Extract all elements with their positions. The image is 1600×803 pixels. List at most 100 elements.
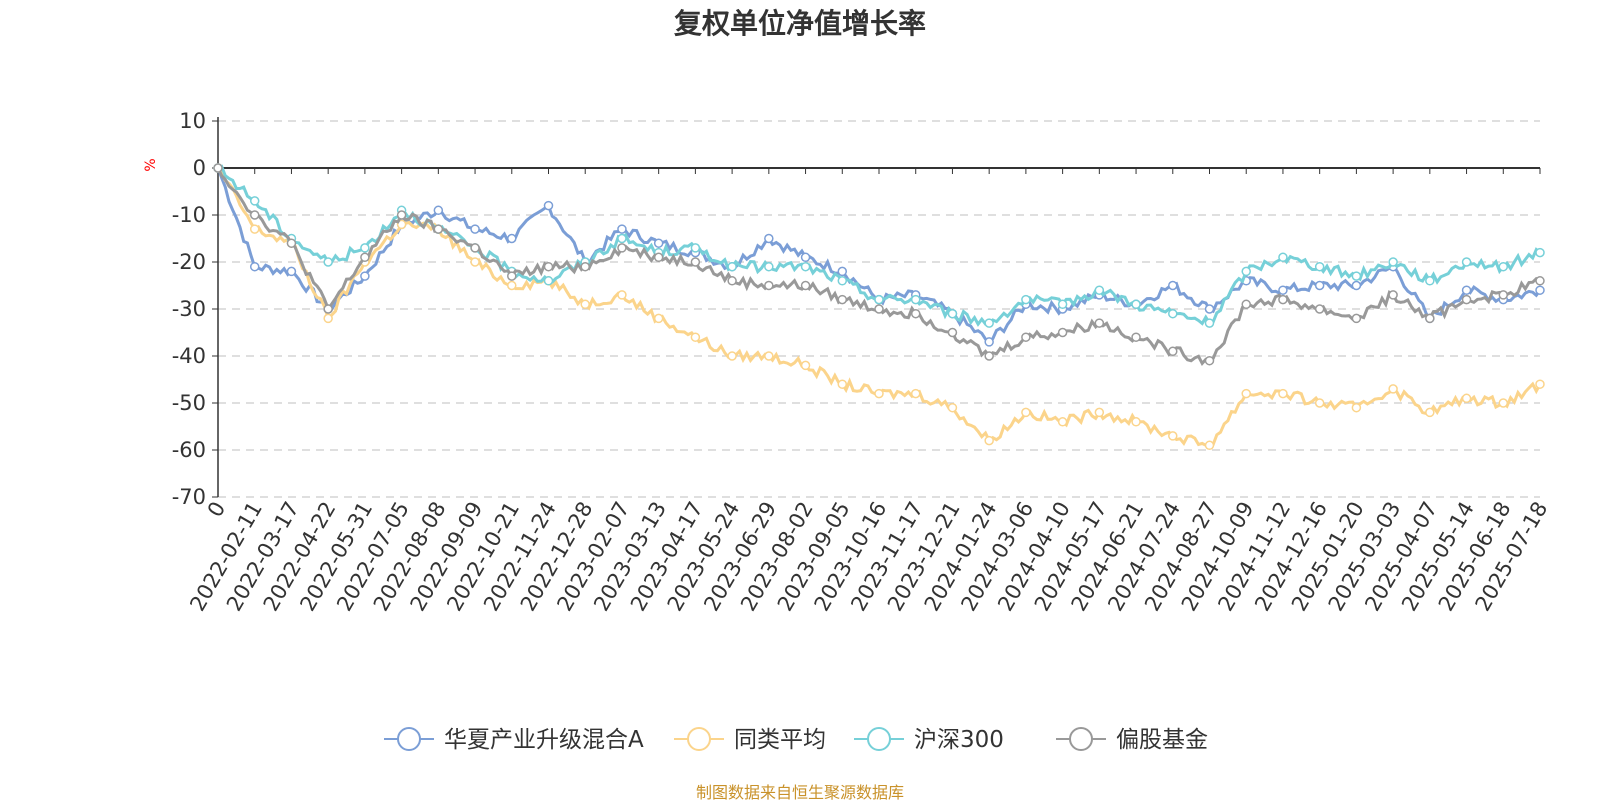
data-point	[1021, 332, 1031, 342]
chart-title: 复权单位净值增长率	[673, 7, 926, 40]
legend-item[interactable]: 沪深300	[854, 727, 1004, 753]
data-point	[543, 200, 554, 211]
data-point	[1131, 417, 1141, 427]
x-axis: 02022-02-112022-03-172022-04-222022-05-3…	[185, 167, 1552, 615]
data-point	[984, 318, 994, 328]
data-point	[213, 163, 223, 173]
data-point	[1057, 327, 1068, 338]
legend-label: 沪深300	[914, 727, 1004, 753]
legend[interactable]: 华夏产业升级混合A 同类平均 沪深300 偏股基金	[384, 727, 1208, 753]
data-point	[947, 402, 958, 413]
data-point	[764, 280, 774, 291]
legend-label: 同类平均	[734, 727, 826, 753]
data-point	[1461, 285, 1472, 295]
legend-marker-icon	[1069, 727, 1093, 751]
data-point	[1204, 355, 1215, 366]
data-point	[1057, 417, 1068, 427]
data-point	[800, 280, 811, 291]
data-point	[323, 313, 333, 324]
y-tick-label: -20	[172, 250, 206, 274]
data-point	[507, 233, 517, 244]
data-point	[727, 276, 737, 286]
data-point	[800, 360, 811, 371]
data-point	[1535, 247, 1545, 258]
data-point	[433, 205, 444, 216]
data-point	[800, 261, 811, 272]
y-tick-label: 10	[179, 109, 206, 133]
data-point	[874, 388, 884, 399]
data-point	[1278, 252, 1288, 263]
data-point	[1204, 318, 1215, 328]
data-point	[910, 294, 921, 305]
data-point	[1388, 290, 1398, 300]
data-point	[543, 276, 554, 286]
data-point	[984, 337, 994, 347]
data-point	[323, 257, 333, 267]
data-point	[1021, 294, 1031, 305]
data-point	[1241, 299, 1251, 310]
data-point	[1425, 276, 1435, 286]
data-point	[1168, 431, 1178, 441]
legend-item[interactable]: 同类平均	[674, 727, 826, 753]
data-point	[1278, 388, 1288, 399]
data-point	[1535, 285, 1545, 295]
data-point	[1278, 285, 1288, 295]
data-point	[690, 243, 701, 253]
data-point	[727, 261, 737, 272]
data-point	[1131, 299, 1141, 310]
y-axis-unit: %	[143, 158, 159, 171]
data-point	[1388, 384, 1398, 394]
data-point	[874, 294, 884, 305]
data-point	[507, 280, 517, 291]
data-point	[1168, 308, 1178, 319]
data-point	[617, 290, 627, 300]
data-point	[1314, 304, 1325, 314]
data-point	[543, 261, 554, 272]
data-point	[1057, 299, 1068, 310]
data-point	[764, 233, 774, 244]
data-point	[1461, 294, 1472, 305]
data-point	[1204, 304, 1215, 314]
data-point	[1314, 280, 1325, 291]
data-point	[984, 435, 994, 446]
data-point	[323, 304, 333, 314]
data-point	[1204, 440, 1215, 451]
data-point	[910, 388, 921, 399]
data-point	[580, 299, 590, 310]
data-point	[984, 351, 994, 361]
data-point	[910, 308, 921, 319]
series-line	[216, 167, 1541, 367]
data-point	[617, 224, 627, 234]
data-point	[653, 252, 664, 263]
data-point	[249, 196, 260, 206]
y-tick-label: -10	[172, 203, 206, 227]
data-point	[1021, 407, 1031, 418]
data-point	[874, 304, 884, 314]
data-point	[1241, 266, 1251, 277]
data-point	[360, 243, 370, 253]
data-point	[470, 257, 480, 267]
legend-item[interactable]: 偏股基金	[1056, 727, 1208, 753]
data-point	[837, 379, 848, 389]
y-tick-label: -40	[172, 344, 206, 368]
data-point	[1094, 318, 1105, 328]
data-point	[249, 210, 260, 220]
data-point	[1535, 379, 1545, 389]
data-point	[947, 308, 958, 319]
data-point	[1498, 290, 1509, 300]
data-point	[1094, 407, 1105, 418]
legend-label: 华夏产业升级混合A	[444, 727, 644, 753]
data-point	[1498, 261, 1509, 272]
data-point	[580, 261, 590, 272]
data-point	[727, 351, 737, 361]
data-source-credit: 制图数据来自恒生聚源数据库	[695, 783, 904, 802]
data-point	[1131, 332, 1141, 342]
data-point	[396, 219, 407, 230]
data-point	[286, 266, 297, 277]
data-point	[507, 271, 517, 281]
data-point	[1351, 313, 1362, 324]
legend-item[interactable]: 华夏产业升级混合A	[384, 727, 644, 753]
y-tick-label: -70	[172, 485, 206, 509]
data-point	[1314, 261, 1325, 272]
